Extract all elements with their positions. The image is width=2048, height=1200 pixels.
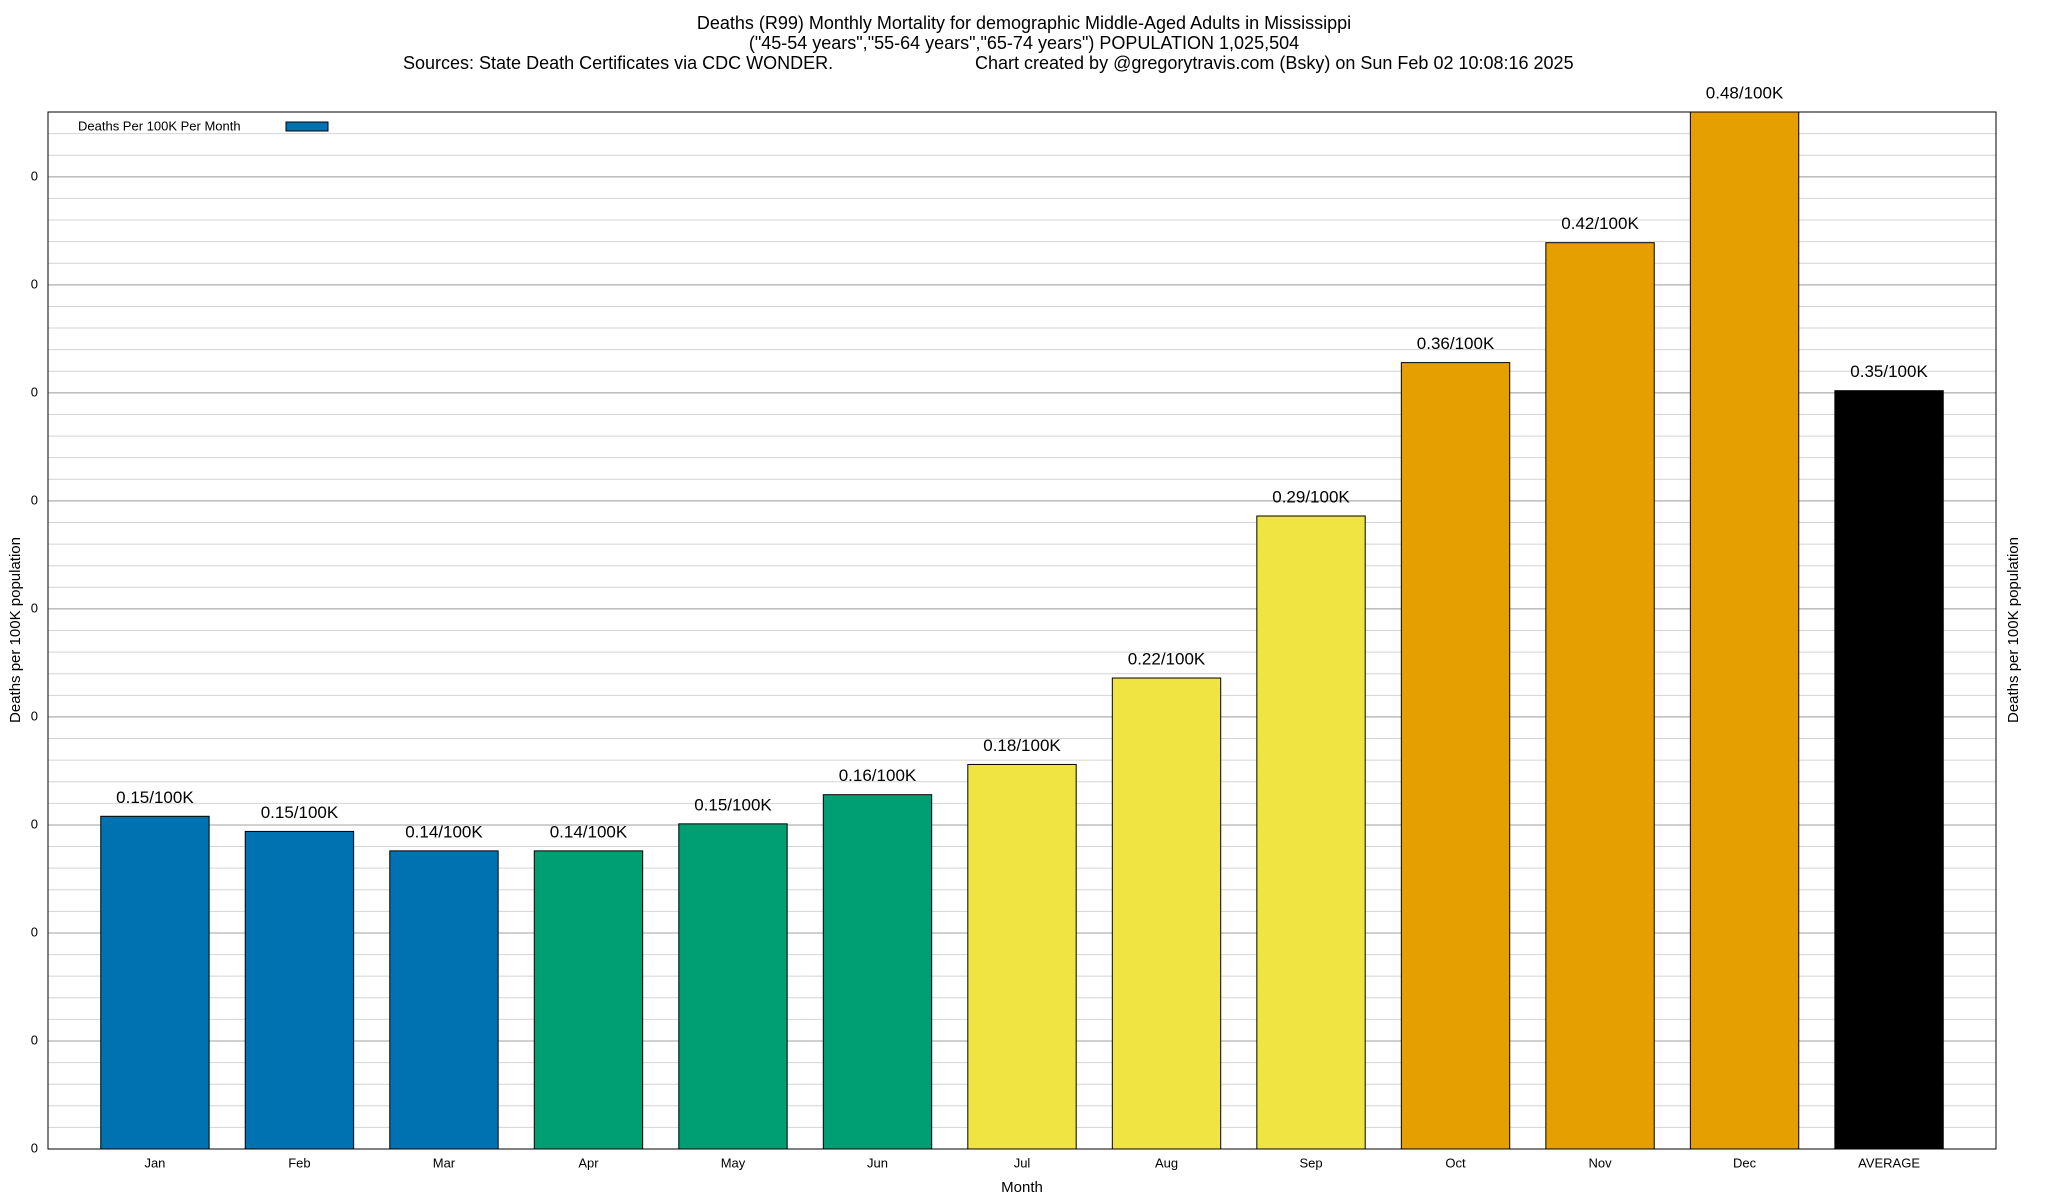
chart-credit: Chart created by @gregorytravis.com (Bsk… <box>975 53 1574 73</box>
x-tick-label: Dec <box>1733 1155 1757 1170</box>
value-label: 0.36/100K <box>1417 334 1495 353</box>
bar <box>1256 515 1366 1150</box>
x-tick-label: AVERAGE <box>1858 1155 1920 1170</box>
chart-source: Sources: State Death Certificates via CD… <box>403 53 833 73</box>
y-tick-label: 0 <box>31 816 38 831</box>
x-axis-title: Month <box>1001 1179 1043 1196</box>
value-label: 0.42/100K <box>1561 214 1639 233</box>
bar <box>1111 677 1222 1150</box>
bar <box>1834 390 1944 1150</box>
bar <box>1400 362 1511 1150</box>
legend-label: Deaths Per 100K Per Month <box>78 118 241 133</box>
y-tick-label: 0 <box>31 492 38 507</box>
x-tick-label: Oct <box>1445 1155 1466 1170</box>
y-tick-label: 0 <box>31 924 38 939</box>
y2-axis-title: Deaths per 100K population <box>2005 537 2022 723</box>
bar <box>244 830 355 1150</box>
bar <box>678 823 788 1150</box>
y-tick-label: 0 <box>31 384 38 399</box>
bar <box>1689 111 1800 1150</box>
value-label: 0.18/100K <box>983 736 1061 755</box>
value-label: 0.15/100K <box>116 788 194 807</box>
bar <box>533 850 644 1150</box>
x-tick-label: Jun <box>867 1155 888 1170</box>
bar <box>967 763 1077 1150</box>
x-tick-label: Nov <box>1588 1155 1612 1170</box>
bar <box>1545 242 1655 1150</box>
x-tick-label: Sep <box>1299 1155 1322 1170</box>
value-label: 0.15/100K <box>261 803 339 822</box>
y-axis-title: Deaths per 100K population <box>7 537 24 723</box>
bar <box>822 794 933 1150</box>
y-tick-label: 0 <box>31 1140 38 1155</box>
bar <box>100 815 210 1150</box>
y-tick-label: 0 <box>31 1032 38 1047</box>
chart-subtitle: ("45-54 years","55-64 years","65-74 year… <box>749 33 1299 53</box>
x-tick-label: Feb <box>288 1155 310 1170</box>
value-label: 0.14/100K <box>550 822 628 841</box>
value-label: 0.16/100K <box>839 766 917 785</box>
x-tick-label: Apr <box>578 1155 599 1170</box>
chart-title: Deaths (R99) Monthly Mortality for demog… <box>697 13 1351 33</box>
value-label: 0.15/100K <box>694 795 772 814</box>
x-tick-label: May <box>721 1155 746 1170</box>
value-label: 0.14/100K <box>405 822 483 841</box>
value-label: 0.35/100K <box>1850 362 1928 381</box>
value-label: 0.29/100K <box>1272 487 1350 506</box>
bar <box>389 850 499 1150</box>
value-label: 0.22/100K <box>1128 650 1206 669</box>
value-label: 0.48/100K <box>1706 83 1784 102</box>
legend-swatch <box>285 121 329 132</box>
x-tick-label: Jan <box>144 1155 165 1170</box>
y-tick-label: 0 <box>31 708 38 723</box>
y-tick-label: 0 <box>31 168 38 183</box>
x-tick-label: Aug <box>1155 1155 1178 1170</box>
x-tick-label: Jul <box>1014 1155 1031 1170</box>
x-tick-label: Mar <box>433 1155 456 1170</box>
y-tick-label: 0 <box>31 600 38 615</box>
y-tick-label: 0 <box>31 276 38 291</box>
